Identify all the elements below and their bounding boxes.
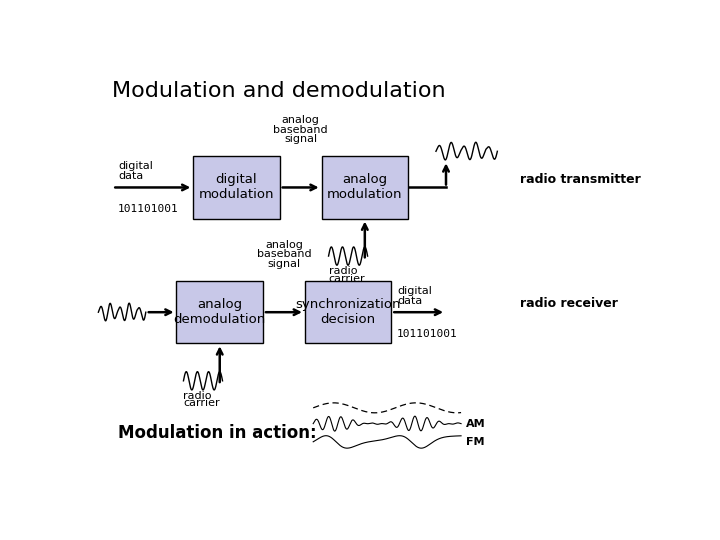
FancyBboxPatch shape bbox=[322, 156, 408, 219]
Text: radio transmitter: radio transmitter bbox=[520, 173, 640, 186]
Text: analog: analog bbox=[282, 115, 320, 125]
FancyBboxPatch shape bbox=[305, 281, 392, 343]
FancyBboxPatch shape bbox=[193, 156, 279, 219]
Text: radio: radio bbox=[184, 391, 212, 401]
Text: carrier: carrier bbox=[328, 274, 365, 284]
Text: AM: AM bbox=[466, 418, 485, 429]
Text: analog
demodulation: analog demodulation bbox=[174, 298, 266, 326]
Text: carrier: carrier bbox=[184, 399, 220, 408]
FancyBboxPatch shape bbox=[176, 281, 263, 343]
Text: baseband: baseband bbox=[274, 125, 328, 134]
Text: radio receiver: radio receiver bbox=[520, 298, 618, 310]
Text: Modulation and demodulation: Modulation and demodulation bbox=[112, 82, 446, 102]
Text: digital: digital bbox=[118, 161, 153, 171]
Text: synchronization
decision: synchronization decision bbox=[295, 298, 401, 326]
Text: data: data bbox=[118, 171, 143, 181]
Text: signal: signal bbox=[267, 259, 300, 269]
Text: FM: FM bbox=[466, 437, 484, 447]
Text: 101101001: 101101001 bbox=[118, 204, 179, 214]
Text: data: data bbox=[397, 296, 422, 306]
Text: digital: digital bbox=[397, 286, 432, 296]
Text: Modulation in action:: Modulation in action: bbox=[118, 424, 317, 442]
Text: signal: signal bbox=[284, 134, 318, 144]
Text: radio: radio bbox=[328, 266, 357, 276]
Text: baseband: baseband bbox=[256, 249, 311, 259]
Text: analog: analog bbox=[265, 240, 303, 250]
Text: analog
modulation: analog modulation bbox=[327, 173, 402, 201]
Text: digital
modulation: digital modulation bbox=[199, 173, 274, 201]
Text: 101101001: 101101001 bbox=[397, 329, 458, 339]
